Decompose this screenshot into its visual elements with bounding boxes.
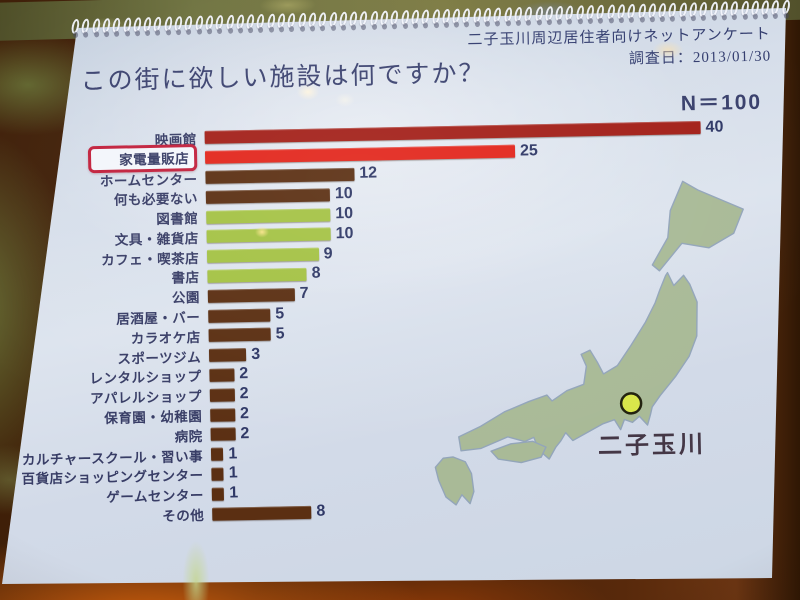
bar-label: レンタルショップ [89, 369, 202, 387]
bar [206, 207, 331, 224]
bar-value: 1 [228, 464, 238, 482]
bar-value: 10 [334, 185, 353, 203]
survey-header: 二子玉川周辺居住者向けネットアンケート 調査日：2013/01/30 [467, 25, 771, 75]
bar-value: 8 [316, 502, 326, 520]
bar-label: スポーツジム [117, 349, 202, 367]
bar [208, 327, 271, 343]
bar-value: 2 [239, 405, 250, 423]
page-title: この街に欲しい施設は何ですか？ [80, 60, 486, 96]
bar-value: 12 [359, 164, 378, 183]
bar-label: カフェ・喫茶店 [100, 250, 200, 268]
bar-label: 図書館 [156, 211, 199, 227]
bar [208, 348, 247, 362]
bar [212, 505, 312, 521]
bar [210, 427, 236, 442]
bar [208, 308, 271, 323]
bar-label: その他 [162, 508, 205, 524]
bar [210, 407, 236, 422]
bar-value: 40 [705, 118, 724, 136]
bar [211, 467, 224, 481]
bar-value: 1 [229, 484, 239, 502]
bar [207, 267, 307, 283]
japan-hokkaido [651, 180, 744, 272]
bar [211, 487, 225, 501]
bar-label: 書店 [171, 270, 200, 287]
sample-size-label: N＝100 [680, 90, 763, 116]
bar [205, 188, 331, 204]
bar [205, 167, 355, 184]
bar-value: 25 [519, 141, 538, 160]
bar-label: カラオケ店 [130, 329, 201, 347]
bar [206, 227, 331, 244]
bar-value: 5 [275, 305, 285, 323]
bar-value: 2 [240, 424, 250, 443]
bar-label: アパレルショップ [90, 389, 203, 407]
bar-label: 病院 [174, 428, 203, 445]
bar-value: 2 [239, 365, 249, 383]
bar-label: 公園 [171, 290, 201, 306]
bar-value: 1 [228, 444, 238, 463]
bar-label: 文具・雑貨店 [114, 230, 199, 248]
bar [207, 287, 295, 303]
bar-value: 3 [251, 345, 261, 363]
location-marker-icon [619, 392, 643, 415]
bar-value: 9 [323, 245, 333, 263]
japan-shikoku [490, 440, 547, 464]
bar-label: 何も必要ない [113, 191, 199, 209]
bar [209, 368, 235, 382]
bar-value: 2 [239, 385, 249, 403]
bar [206, 247, 319, 264]
japan-kyushu [434, 456, 475, 506]
bar [209, 388, 235, 402]
bar-value: 10 [335, 224, 354, 243]
bar-label: 保育園・幼稚園 [104, 409, 203, 427]
bar-value: 10 [335, 205, 354, 223]
bar-value: 5 [275, 325, 285, 343]
bar-label: 居酒屋・バー [116, 310, 201, 327]
bar-value: 7 [299, 285, 309, 303]
bar [210, 447, 224, 461]
map-location-label: 二子玉川 [597, 430, 707, 461]
bar-label: ゲームセンター [106, 488, 205, 506]
bar-value: 8 [311, 265, 321, 283]
bar-label: ホームセンター [99, 171, 198, 189]
